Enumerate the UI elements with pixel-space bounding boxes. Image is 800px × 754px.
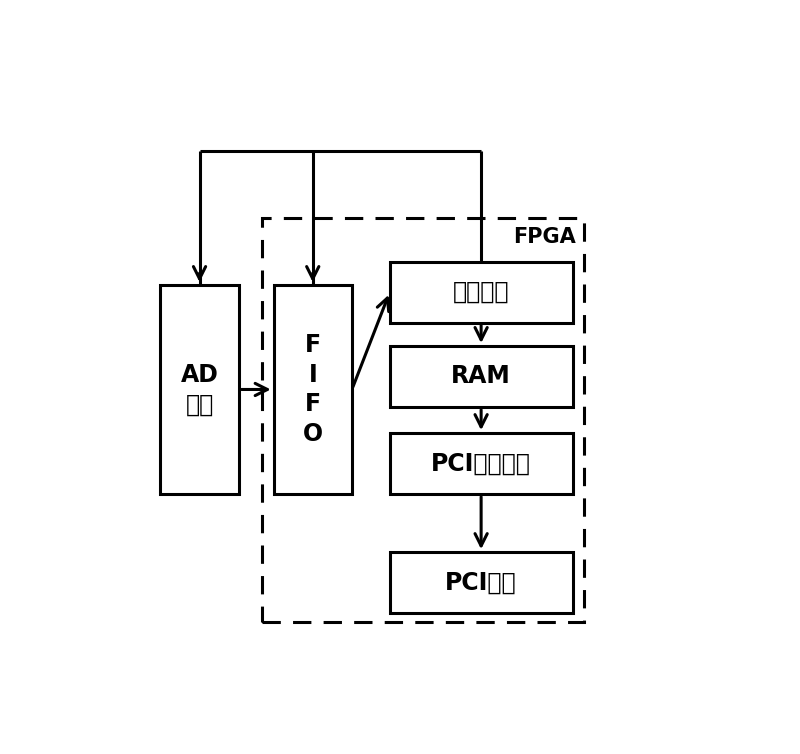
Bar	[390, 262, 573, 323]
Bar	[160, 285, 238, 494]
Text: PCI总线: PCI总线	[446, 571, 517, 594]
Text: RAM: RAM	[451, 364, 511, 388]
Bar	[390, 433, 573, 494]
Bar	[390, 346, 573, 407]
Bar	[390, 552, 573, 613]
Text: FPGA: FPGA	[513, 227, 575, 247]
Text: PCI接口模块: PCI接口模块	[431, 452, 531, 476]
Bar	[274, 285, 352, 494]
Text: F
I
F
O: F I F O	[302, 333, 323, 446]
Text: AD
电路: AD 电路	[181, 363, 218, 416]
Text: 控制模块: 控制模块	[453, 280, 510, 304]
Bar	[262, 218, 584, 622]
